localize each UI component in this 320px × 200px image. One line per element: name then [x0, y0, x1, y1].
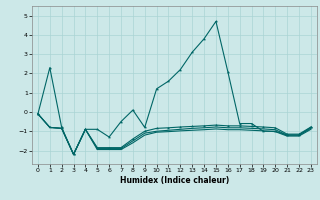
X-axis label: Humidex (Indice chaleur): Humidex (Indice chaleur) [120, 176, 229, 185]
